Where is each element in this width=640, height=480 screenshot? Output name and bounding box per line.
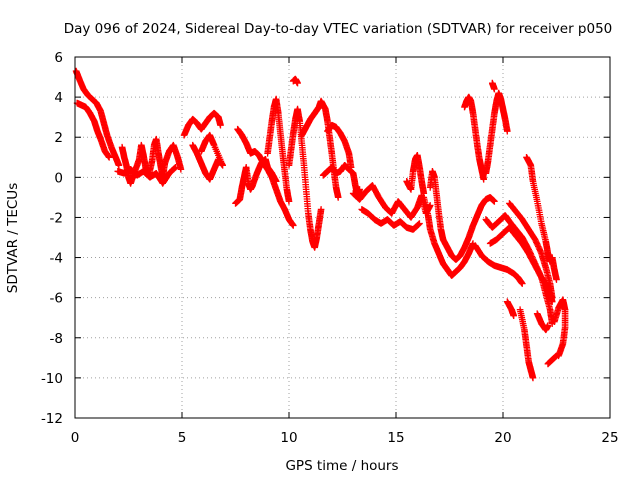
data-point [426,202,434,209]
data-points [72,67,569,382]
data-point [356,186,363,193]
series-arc-h [234,125,297,229]
data-point [510,312,517,319]
series-arc-ab [516,306,537,382]
data-point [519,280,526,287]
data-point [334,194,342,201]
data-point [198,148,205,155]
series-arc-i [264,95,293,205]
data-point [480,176,487,183]
x-tick-label: 5 [178,430,187,446]
y-tick-label: 0 [54,170,63,186]
data-point [416,220,423,227]
series-arc-k [290,75,301,87]
y-tick-label: -6 [50,291,63,307]
x-tick-label: 20 [494,430,511,446]
data-point [294,79,301,87]
y-tick-label: -12 [41,411,63,427]
y-tick-label: 4 [54,90,63,106]
series-arc-q [403,152,428,197]
series-arc-l [298,97,342,201]
data-point [105,154,113,161]
plot-frame [74,56,611,419]
data-point [504,127,511,135]
series-arc-af [551,296,569,360]
y-axis-label: SDTVAR / TECUs [5,183,21,293]
data-point [217,121,224,129]
series-arc-t [461,93,487,183]
data-point [544,322,552,329]
data-point [177,166,185,173]
series-arc-b [73,99,113,161]
series-arc-d [114,164,179,187]
data-point [529,374,537,382]
data-point [290,222,297,229]
series-arc-p [358,206,423,233]
series-arc-ag [548,254,560,283]
chart-title: Day 096 of 2024, Sidereal Day-to-day VTE… [64,21,613,37]
data-point [491,85,498,93]
data-point [172,164,179,171]
data-point [548,294,556,301]
data-point [553,276,560,283]
data-point [555,352,562,360]
series-arc-e [180,109,224,139]
x-tick-label: 0 [71,430,80,446]
y-tick-label: -8 [50,331,63,347]
series-arc-aa [504,298,517,319]
series-arc-u [482,89,511,177]
data-point [115,162,123,169]
x-tick-label: 15 [387,430,404,446]
series-arc-n [324,121,355,171]
series-arc-z [506,200,556,301]
series-arc-v [489,79,498,93]
x-tick-label: 10 [280,430,297,446]
series-arc-s [426,168,498,263]
series-arc-w [471,242,526,287]
data-point [491,198,498,205]
series-arc-j [285,105,325,251]
data-point [317,206,325,213]
y-tick-label: -4 [50,251,63,267]
series-arc-ac [523,154,554,265]
x-tick-label: 25 [601,430,618,446]
y-tick-label: 2 [54,130,63,146]
series-arc-ad [533,310,552,334]
series-arc-a [72,67,123,169]
data-point [285,198,293,205]
series-arc-f [189,131,226,183]
y-tick-label: 6 [54,50,63,66]
series-arc-ae [544,352,560,368]
data-point [347,164,355,171]
x-axis-label: GPS time / hours [285,458,398,474]
y-tick-label: -10 [41,371,63,387]
y-tick-label: -2 [50,210,63,226]
series-arc-y [486,224,556,305]
